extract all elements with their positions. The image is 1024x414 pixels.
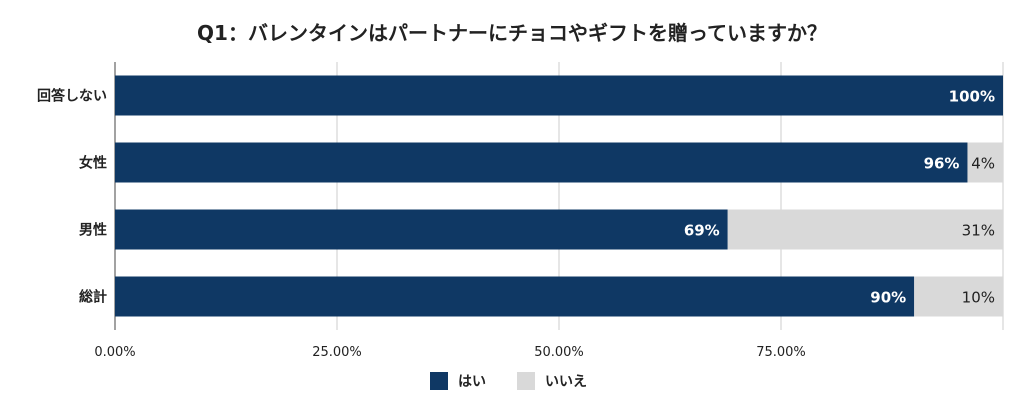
legend-label: はい [458, 374, 486, 390]
category-label: 男性 [79, 222, 107, 239]
bar-no [967, 142, 1003, 183]
data-label: 100% [949, 88, 995, 106]
data-label: 4% [971, 155, 995, 173]
data-label: 96% [924, 155, 960, 173]
legend-swatch [517, 372, 535, 390]
category-label: 女性 [79, 155, 107, 172]
data-label: 31% [962, 222, 995, 240]
data-label: 90% [870, 289, 906, 307]
bar-no [727, 209, 1003, 250]
chart-title: Q1：バレンタインはパートナーにチョコやギフトを贈っていますか？ [197, 21, 827, 45]
category-label: 総計 [79, 289, 107, 306]
x-tick-label: 0.00% [94, 345, 135, 360]
legend-label: いいえ [545, 374, 587, 390]
bar-yes [115, 75, 1003, 116]
legend-swatch [430, 372, 448, 390]
bars: 100% 96% 4% 69% 31% 90% 10% [115, 75, 1003, 317]
x-tick-label: 50.00% [534, 345, 584, 360]
x-tick-label: 25.00% [312, 345, 362, 360]
category-label: 回答しない [37, 88, 107, 105]
bar-yes [115, 209, 728, 250]
legend: はい いいえ [430, 372, 587, 390]
bar-yes [115, 142, 968, 183]
x-tick-label: 75.00% [756, 345, 806, 360]
data-label: 10% [962, 289, 995, 307]
data-label: 69% [684, 222, 720, 240]
bar-yes [115, 276, 915, 317]
bar-no [914, 276, 1003, 317]
x-axis: 0.00% 25.00% 50.00% 75.00% [94, 345, 805, 360]
